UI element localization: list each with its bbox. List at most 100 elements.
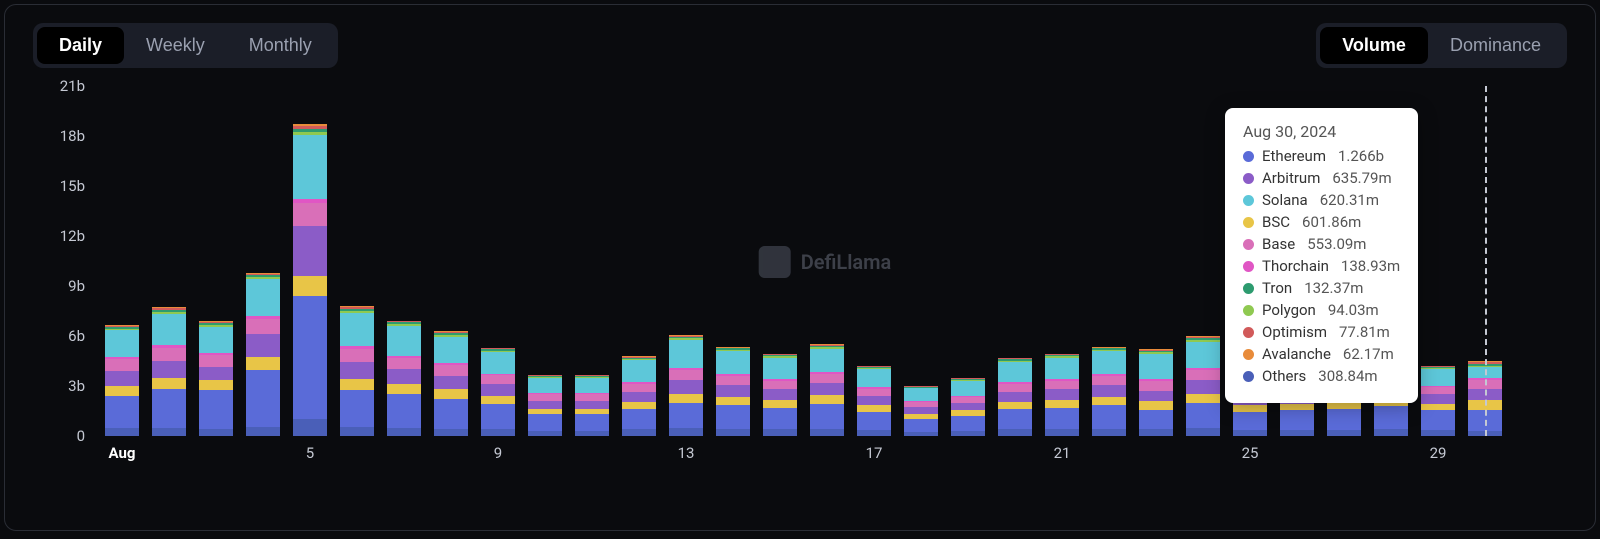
bar-segment-bsc: [481, 396, 515, 404]
watermark-text: DefiLlama: [801, 250, 892, 274]
bar-segment-solana: [340, 313, 374, 346]
bar-segment-solana: [904, 388, 938, 401]
bar-segment-arbitrum: [669, 380, 703, 393]
bar-segment-arbitrum: [387, 369, 421, 384]
bar-column[interactable]: [951, 378, 985, 436]
period-tab-daily[interactable]: Daily: [37, 27, 124, 64]
bar-segment-arbitrum: [1045, 389, 1079, 400]
bar-segment-base: [434, 365, 468, 376]
bar-segment-others: [1139, 429, 1173, 437]
bar-column[interactable]: [1045, 354, 1079, 436]
metric-tab-volume[interactable]: Volume: [1320, 27, 1428, 64]
tooltip-label: Others: [1262, 367, 1306, 385]
bar-segment-solana: [951, 381, 985, 396]
bar-segment-arbitrum: [1421, 394, 1455, 403]
bar-column[interactable]: [105, 325, 139, 436]
bar-column[interactable]: [575, 375, 609, 436]
bar-column[interactable]: [669, 335, 703, 436]
tooltip-value: 1.266b: [1338, 147, 1384, 165]
period-tab-monthly[interactable]: Monthly: [227, 27, 334, 64]
bar-segment-solana: [434, 337, 468, 364]
bar-segment-arbitrum: [1186, 380, 1220, 393]
bar-segment-others: [998, 429, 1032, 436]
tooltip-row: Optimism77.81m: [1243, 323, 1400, 341]
bar-segment-arbitrum: [622, 392, 656, 402]
tooltip-label: Base: [1262, 235, 1295, 253]
bar-column[interactable]: [434, 331, 468, 436]
bar-segment-ethereum: [1186, 403, 1220, 428]
chart-panel: DailyWeeklyMonthly VolumeDominance 03b6b…: [4, 4, 1596, 531]
bar-segment-solana: [622, 360, 656, 382]
bar-segment-solana: [810, 349, 844, 372]
tooltip-row: Thorchain138.93m: [1243, 257, 1400, 275]
bar-column[interactable]: [763, 354, 797, 436]
bar-segment-bsc: [1468, 400, 1502, 410]
bar-segment-arbitrum: [481, 384, 515, 396]
bar-segment-bsc: [1233, 405, 1267, 412]
bar-column[interactable]: [904, 386, 938, 436]
bar-segment-arbitrum: [434, 376, 468, 389]
bar-column[interactable]: [293, 124, 327, 436]
bar-segment-solana: [387, 326, 421, 356]
bar-segment-base: [1186, 370, 1220, 380]
bar-column[interactable]: [246, 273, 280, 436]
bar-column[interactable]: [340, 306, 374, 436]
bar-segment-bsc: [857, 405, 891, 412]
bar-segment-base: [528, 394, 562, 401]
bar-segment-others: [528, 431, 562, 436]
y-tick: 12b: [60, 227, 85, 245]
llama-icon: [759, 246, 791, 278]
bar-segment-base: [246, 319, 280, 334]
x-tick: 13: [678, 444, 695, 462]
bar-column[interactable]: [998, 358, 1032, 436]
bar-segment-arbitrum: [246, 334, 280, 357]
bar-segment-bsc: [293, 276, 327, 296]
bar-segment-solana: [669, 340, 703, 368]
bar-column[interactable]: [810, 344, 844, 436]
bar-segment-others: [1280, 430, 1314, 436]
bar-segment-base: [810, 374, 844, 383]
period-tab-weekly[interactable]: Weekly: [124, 27, 227, 64]
bar-column[interactable]: [528, 375, 562, 436]
bar-column[interactable]: [1139, 349, 1173, 436]
bar-segment-others: [857, 430, 891, 436]
x-tick: Aug: [109, 444, 136, 462]
bar-segment-others: [481, 429, 515, 436]
metric-tab-dominance[interactable]: Dominance: [1428, 27, 1563, 64]
bar-segment-bsc: [622, 402, 656, 410]
toolbar: DailyWeeklyMonthly VolumeDominance: [33, 23, 1567, 68]
bar-segment-others: [1092, 429, 1126, 437]
y-axis: 03b6b9b12b15b18b21b: [33, 86, 93, 436]
bar-segment-solana: [1421, 369, 1455, 386]
bar-segment-ethereum: [293, 296, 327, 419]
bar-column[interactable]: [622, 356, 656, 436]
tooltip-label: Thorchain: [1262, 257, 1329, 275]
tooltip-value: 132.37m: [1304, 279, 1363, 297]
bar-column[interactable]: [199, 321, 233, 436]
bar-segment-solana: [1092, 351, 1126, 374]
legend-dot: [1243, 305, 1254, 316]
bar-column[interactable]: [1468, 361, 1502, 436]
bar-segment-ethereum: [387, 394, 421, 427]
bar-column[interactable]: [387, 321, 421, 436]
bar-column[interactable]: [481, 348, 515, 436]
x-tick: 5: [306, 444, 314, 462]
bar-column[interactable]: [1421, 366, 1455, 436]
bar-segment-base: [763, 381, 797, 389]
bar-segment-solana: [528, 378, 562, 393]
bar-segment-arbitrum: [763, 389, 797, 400]
bar-segment-ethereum: [1421, 410, 1455, 430]
bar-column[interactable]: [857, 366, 891, 436]
bar-segment-arbitrum: [152, 361, 186, 378]
bar-column[interactable]: [1186, 336, 1220, 436]
bar-segment-bsc: [199, 380, 233, 390]
tooltip-value: 308.84m: [1318, 367, 1377, 385]
bar-segment-ethereum: [1092, 405, 1126, 428]
tooltip-row: BSC601.86m: [1243, 213, 1400, 231]
bar-segment-base: [105, 359, 139, 371]
bar-column[interactable]: [1092, 347, 1126, 436]
bar-column[interactable]: [716, 347, 750, 436]
bar-segment-others: [904, 432, 938, 436]
period-tabbar: DailyWeeklyMonthly: [33, 23, 338, 68]
bar-column[interactable]: [152, 307, 186, 436]
